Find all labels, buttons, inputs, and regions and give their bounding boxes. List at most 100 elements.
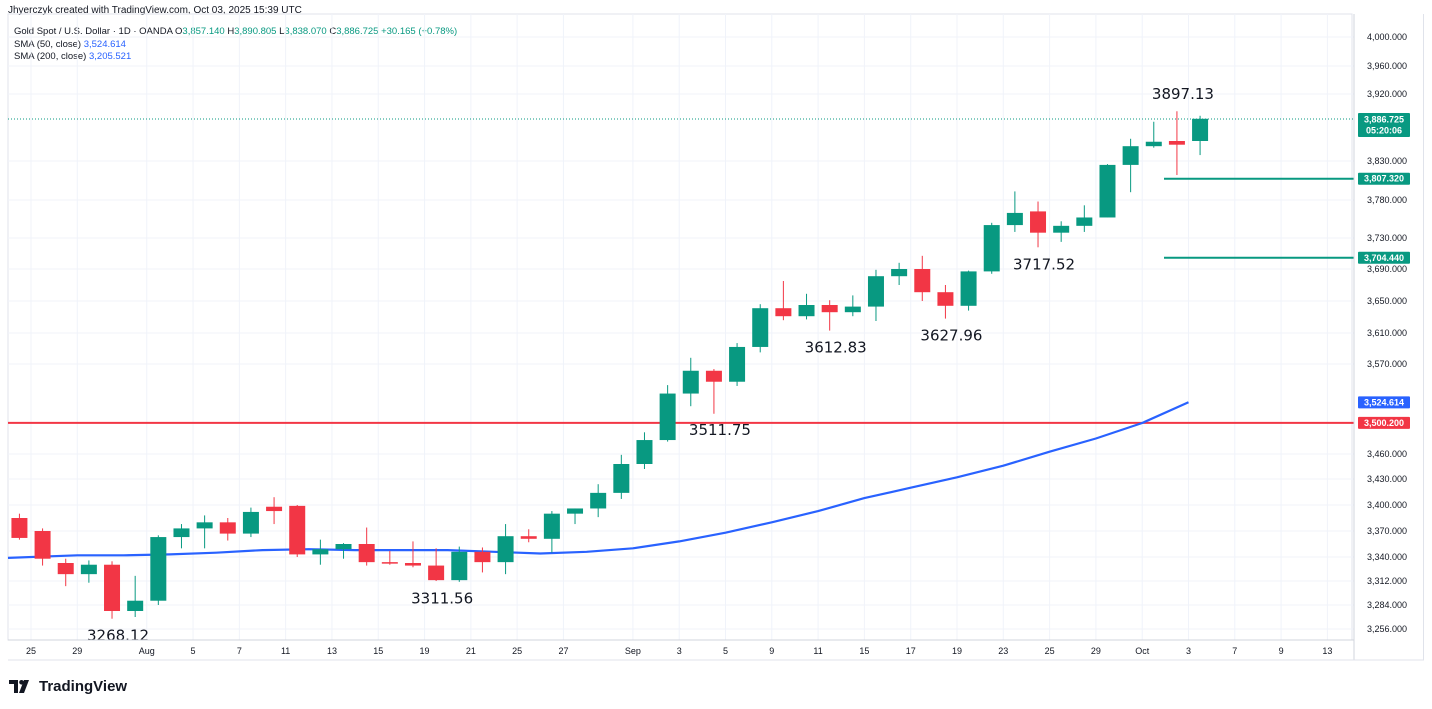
candle (567, 508, 584, 525)
axes-layer: 4,000.000 3,960.000 3,920.000 3,830.000 3,78… (8, 14, 1424, 661)
x-tick-label: 11 (813, 646, 822, 656)
candle (474, 547, 491, 573)
x-tick-label: 5 (723, 646, 728, 656)
candle-body (150, 537, 167, 601)
candle (844, 295, 861, 317)
candle-body (937, 292, 954, 306)
candle (1099, 164, 1116, 218)
candle-body (682, 370, 699, 394)
candle (34, 528, 51, 566)
target-price-tag-text: 3,704.440 (1364, 253, 1404, 263)
x-tick-label: 3 (677, 646, 682, 656)
candle-body (381, 562, 398, 564)
candle-body (11, 518, 28, 538)
candle (659, 385, 676, 442)
tradingview-logo[interactable]: TradingView (9, 678, 127, 695)
x-tick-label: 15 (859, 646, 869, 656)
price-annotation: 3627.96 (920, 327, 982, 345)
x-tick-label: 29 (1091, 646, 1101, 656)
candle-body (196, 522, 213, 529)
y-tick-label: 3,370.000 (1367, 526, 1407, 536)
x-tick-label: 13 (1322, 646, 1332, 656)
price-annotation: 3717.52 (1013, 256, 1075, 274)
candle-body (613, 464, 630, 493)
x-tick-label: Sep (625, 646, 641, 656)
candle (798, 293, 815, 320)
candle-body (705, 370, 722, 382)
last-price-tag-text: 05:20:06 (1366, 125, 1402, 135)
candle-body (289, 505, 306, 555)
sma200-row[interactable]: SMA (200, close) 3,205.521 (14, 51, 457, 64)
support-price-tag-box (1358, 416, 1410, 429)
sma200-value: 3,205.521 (88, 51, 132, 62)
target-price-tag-text: 3,807.320 (1364, 174, 1404, 184)
candle-body (659, 393, 676, 441)
candle (636, 432, 653, 469)
candle (590, 484, 607, 518)
x-tick-label: 9 (1279, 646, 1284, 656)
low-label: L (279, 26, 285, 37)
y-tick-label: 4,000.000 (1367, 32, 1407, 42)
y-tick-label: 3,730.000 (1367, 233, 1407, 243)
change-value: +30.165 (+0.78%) (381, 26, 458, 37)
candle-body (404, 563, 421, 566)
candle (219, 518, 236, 541)
candle (520, 529, 537, 543)
candle-body (844, 306, 861, 313)
candle (1006, 191, 1023, 232)
x-tick-label: 23 (998, 646, 1008, 656)
candle (1145, 121, 1162, 148)
candle-body (867, 276, 884, 307)
candle-body (891, 269, 908, 277)
candle-body (798, 305, 815, 317)
y-tick-label: 3,256.000 (1367, 624, 1407, 634)
candle (960, 270, 977, 311)
support-price-tag-text: 3,500.200 (1364, 418, 1404, 428)
candle (150, 535, 167, 605)
x-tick-label: 29 (72, 646, 82, 656)
candle (1192, 115, 1209, 156)
candle (914, 255, 931, 301)
candle-body (1030, 211, 1047, 233)
candle (57, 558, 74, 587)
candle (196, 515, 213, 549)
candle (1076, 205, 1093, 232)
candle (729, 343, 746, 386)
candle (358, 527, 375, 566)
candle-body (242, 511, 259, 534)
candle-body (1122, 146, 1139, 165)
candle (937, 285, 954, 319)
candle-body (219, 522, 236, 534)
candle-body (1099, 164, 1116, 218)
close-value: 3,886.725 (336, 26, 379, 37)
sma50-row[interactable]: SMA (50, close) 3,524.614 (14, 39, 457, 52)
candle (428, 548, 445, 581)
y-tick-label: 3,610.000 (1367, 328, 1407, 338)
candle-body (266, 506, 283, 512)
x-tick-label: 27 (558, 646, 568, 656)
chart-grid (7, 13, 1354, 641)
candle (682, 357, 699, 407)
candle-body (752, 308, 769, 347)
x-tick-label: 25 (512, 646, 522, 656)
candle (775, 281, 792, 321)
candle (891, 262, 908, 285)
candle (404, 541, 421, 568)
y-tick-label: 3,650.000 (1367, 296, 1407, 306)
x-tick-label: 25 (1045, 646, 1055, 656)
symbol-label[interactable]: Gold Spot / U.S. Dollar · 1D · OANDA (14, 26, 173, 37)
low-value: 3,838.070 (284, 26, 327, 37)
sma-price-tag-text: 3,524.614 (1364, 397, 1404, 407)
candle-body (821, 305, 838, 313)
candle-body (960, 271, 977, 306)
ohlc-row: Gold Spot / U.S. Dollar · 1D · OANDA O3,… (14, 26, 457, 39)
sma-price-tag-box (1358, 396, 1410, 409)
candle (289, 505, 306, 557)
y-tick-label: 3,920.000 (1367, 89, 1407, 99)
target-price-tag-box (1358, 251, 1410, 264)
candle-body (104, 564, 121, 611)
candle-body (520, 536, 537, 539)
candle (451, 546, 468, 582)
candle-body (567, 508, 584, 514)
